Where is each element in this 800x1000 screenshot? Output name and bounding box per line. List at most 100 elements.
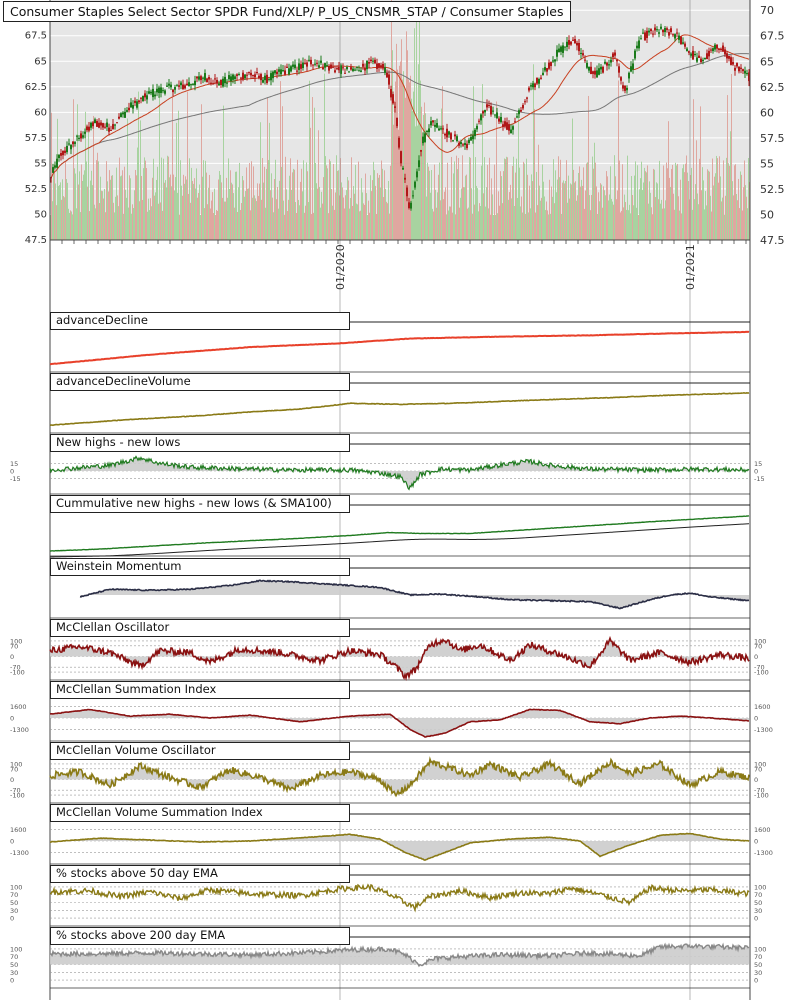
volume-bar [333,163,334,240]
volume-bar [218,179,219,240]
volume-bar [323,177,324,240]
volume-bar [505,159,506,240]
panel-y-tick-right: 70 [754,953,762,961]
candle-body [468,139,470,143]
candle-body [386,72,388,78]
volume-bar [396,43,397,240]
volume-bar [419,21,420,241]
candle-body [430,121,432,126]
panel-title-mcclellan-oscillator: McClellan Oscillator [50,619,350,637]
candle-body [370,59,372,61]
candle-body [240,77,242,79]
volume-bar [614,155,615,240]
candle-body [414,181,416,188]
volume-bar [520,206,521,240]
candle-body [698,55,700,59]
volume-bar [180,160,181,240]
candle-body [666,28,668,30]
volume-bar [595,162,596,240]
candle-body [706,53,708,60]
candle-body [716,44,718,49]
volume-bar [745,185,746,240]
volume-bar [380,187,381,240]
candle-body [580,52,582,54]
volume-bar [721,201,722,240]
candle-body [530,85,532,87]
volume-bar [239,162,240,240]
volume-bar [153,158,154,240]
volume-bar [466,174,467,240]
candle-body [144,93,146,98]
volume-bar [605,195,606,240]
volume-bar [584,208,585,240]
price-y-tick-right: 55 [760,157,774,170]
volume-bar [703,180,704,240]
volume-bar [653,168,654,240]
panel-title-advance-decline: advanceDecline [50,312,350,330]
volume-bar [203,160,204,240]
volume-bar [504,158,505,240]
candle-body [112,124,114,130]
panel-y-tick-left: 0 [10,468,14,476]
candle-body [550,62,552,66]
volume-bar [133,208,134,240]
volume-bar [179,214,180,240]
volume-bar [326,165,327,240]
volume-bar [568,175,569,240]
volume-bar [577,195,578,240]
candle-body [256,72,258,74]
candle-body [436,123,438,128]
volume-bar [72,214,73,240]
volume-bar [421,106,422,240]
volume-bar [168,156,169,240]
volume-bar [713,185,714,240]
volume-bar [373,161,374,240]
volume-bar [187,91,188,240]
volume-bar [165,180,166,240]
candle-body [272,71,274,79]
volume-bar [273,212,274,240]
volume-bar [537,205,538,240]
volume-bar [98,161,99,240]
volume-bar [227,197,228,240]
volume-bar [628,210,629,240]
volume-bar [143,168,144,240]
candle-body [388,74,390,85]
volume-bar [282,106,283,241]
volume-bar [271,173,272,240]
candle-body [442,128,444,130]
price-y-tick-right: 62.5 [760,81,785,94]
candle-body [472,135,474,140]
candle-body [250,72,252,76]
volume-bar [69,212,70,240]
volume-bar [482,84,483,240]
volume-bar [175,177,176,240]
volume-bar [100,176,101,240]
volume-bar [310,127,311,240]
volume-bar [358,161,359,240]
candle-body [368,62,370,64]
panel-y-tick-left: 70 [10,953,18,961]
candle-body [348,71,350,73]
volume-bar [547,210,548,240]
candle-body [426,131,428,133]
candle-body [216,79,218,84]
panel-area-fill [50,833,749,861]
volume-bar [735,164,736,240]
volume-bar [535,212,536,240]
candle-body [416,171,418,178]
volume-bar [480,205,481,240]
panel-y-tick-left: -70 [10,787,21,795]
candle-body [482,111,484,114]
volume-bar [70,210,71,240]
volume-bar [278,208,279,240]
volume-bar [591,194,592,240]
volume-bar [507,157,508,240]
volume-bar [470,157,471,240]
volume-bar [441,108,442,240]
volume-bar [521,196,522,240]
candle-body [276,71,278,75]
volume-bar [438,174,439,240]
candle-body [488,104,490,106]
volume-bar [427,162,428,240]
